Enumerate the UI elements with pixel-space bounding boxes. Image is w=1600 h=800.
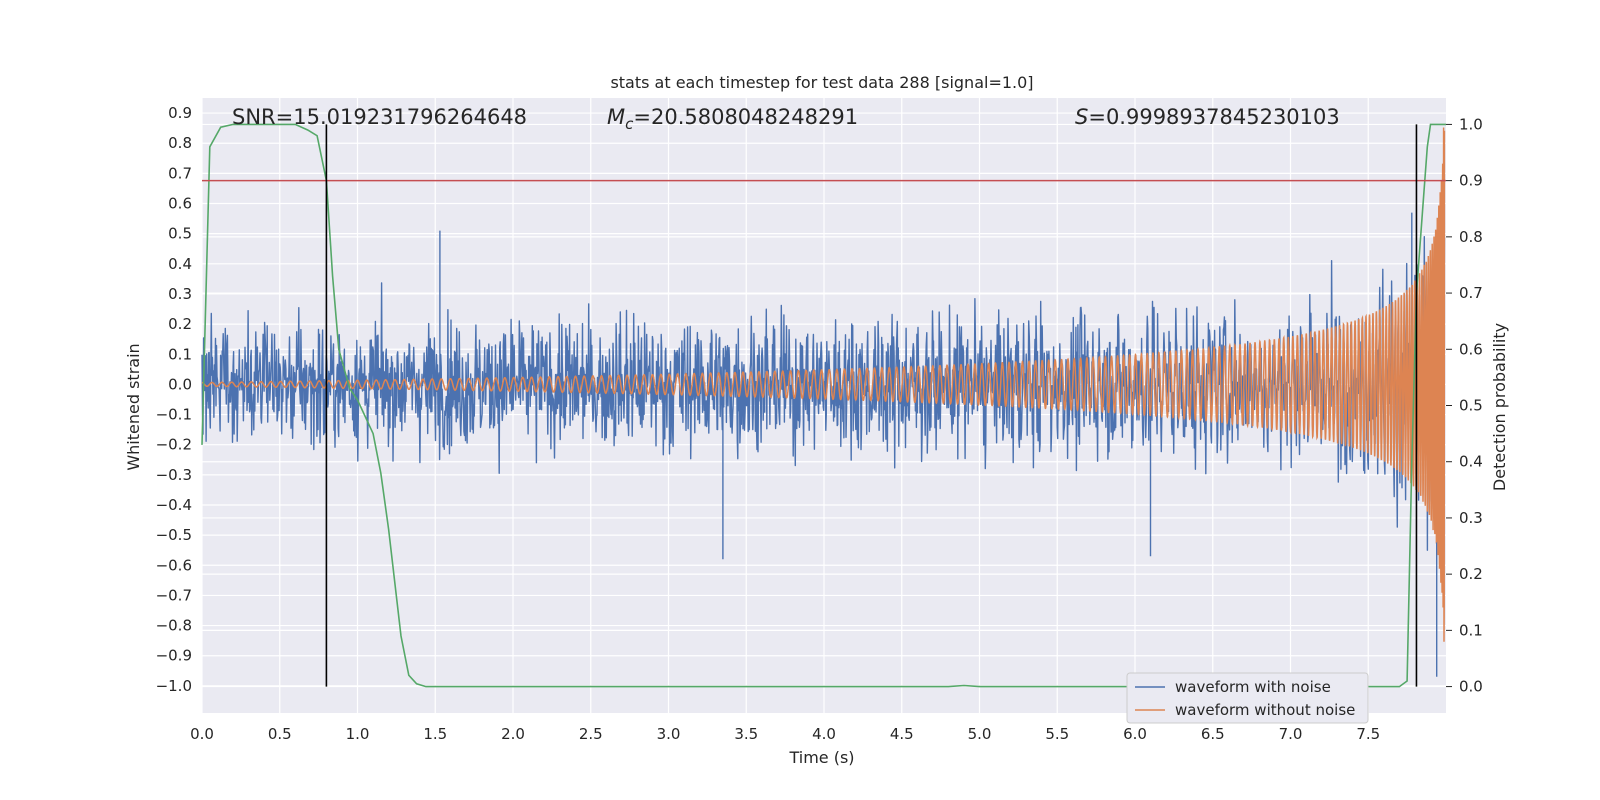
y-tick-label: 0.0 [168, 375, 192, 393]
x-tick-label: 6.0 [1123, 725, 1147, 743]
y-right-axis-ticks: 1.0 0.9 0.8 0.7 0.6 0.5 0.4 0.3 0.2 0.1 0.0 [1446, 115, 1483, 696]
y-right-tick-label: 0.4 [1459, 453, 1483, 471]
s-annotation: S=0.9998937845230103 [1075, 105, 1340, 129]
y-tick-label: −0.1 [156, 406, 192, 424]
y-right-tick-label: 0.5 [1459, 397, 1483, 415]
mc-symbol: M [607, 105, 625, 129]
x-tick-label: 6.5 [1201, 725, 1225, 743]
chart-overlays [201, 123, 1446, 688]
series-detection-probability [201, 123, 1446, 688]
series-waveform-with-noise [201, 212, 1446, 677]
y-tick-label: −0.7 [156, 586, 192, 604]
y-tick-label: 0.4 [168, 255, 192, 273]
x-tick-label: 3.5 [734, 725, 758, 743]
y-tick-label: 0.7 [168, 164, 192, 182]
y-tick-label: −0.8 [156, 617, 192, 635]
y-tick-label: 0.5 [168, 225, 192, 243]
x-axis-ticks: 0.0 0.5 1.0 1.5 2.0 2.5 3.0 3.5 4.0 4.5 5.0 5.5 6.0 6… [190, 725, 1380, 743]
x-tick-label: 0.0 [190, 725, 214, 743]
y-axis-label: Whitened strain [124, 343, 143, 470]
x-tick-label: 7.5 [1356, 725, 1380, 743]
legend-label-noise: waveform with noise [1175, 678, 1331, 696]
x-tick-label: 2.5 [579, 725, 603, 743]
y-tick-label: 0.8 [168, 134, 192, 152]
x-tick-label: 0.5 [268, 725, 292, 743]
x-tick-label: 2.0 [501, 725, 525, 743]
chart-title: stats at each timestep for test data 288… [610, 73, 1033, 92]
snr-annotation: SNR=15.019231796264648 [232, 105, 527, 129]
mc-subscript: c [625, 115, 634, 133]
x-tick-label: 5.5 [1045, 725, 1069, 743]
y-tick-label: −0.3 [156, 466, 192, 484]
y-axis-ticks: 0.9 0.8 0.7 0.6 0.5 0.4 0.3 0.2 0.1 0.0 −0.1 −0.2 −0… [156, 104, 192, 695]
legend-label-clean: waveform without noise [1175, 701, 1355, 719]
y-right-axis-label: Detection probability [1490, 323, 1509, 491]
series-waveform-without-noise [202, 127, 1446, 642]
x-tick-label: 5.0 [968, 725, 992, 743]
x-tick-label: 3.0 [657, 725, 681, 743]
y-tick-label: −0.5 [156, 526, 192, 544]
mc-value: =20.5808048248291 [633, 105, 858, 129]
legend: waveform with noise waveform without noi… [1126, 672, 1369, 724]
y-tick-label: 0.9 [168, 104, 192, 122]
y-tick-label: −0.9 [156, 647, 192, 665]
x-axis-label: Time (s) [788, 748, 854, 767]
y-tick-label: −0.6 [156, 556, 192, 574]
y-right-tick-label: 0.1 [1459, 621, 1483, 639]
y-tick-label: 0.6 [168, 195, 192, 213]
x-tick-label: 4.0 [812, 725, 836, 743]
y-right-tick-label: 0.9 [1459, 172, 1483, 190]
y-tick-label: −0.2 [156, 436, 192, 454]
y-tick-label: 0.3 [168, 285, 192, 303]
x-tick-label: 1.5 [423, 725, 447, 743]
x-tick-label: 4.5 [890, 725, 914, 743]
x-tick-label: 7.0 [1279, 725, 1303, 743]
x-tick-label: 1.0 [346, 725, 370, 743]
y-right-tick-label: 0.7 [1459, 284, 1483, 302]
y-right-tick-label: 0.0 [1459, 678, 1483, 696]
s-value: =0.9998937845230103 [1088, 105, 1339, 129]
legend-box [1126, 672, 1369, 724]
chart-marks [201, 127, 1446, 677]
y-right-tick-label: 0.8 [1459, 228, 1483, 246]
y-tick-label: 0.1 [168, 345, 192, 363]
y-right-tick-label: 0.6 [1459, 340, 1483, 358]
y-tick-label: 0.2 [168, 315, 192, 333]
mc-annotation: Mc=20.5808048248291 [607, 105, 858, 133]
y-tick-label: −1.0 [156, 677, 192, 695]
y-right-tick-label: 0.2 [1459, 565, 1483, 583]
y-right-tick-label: 1.0 [1459, 115, 1483, 133]
y-right-tick-label: 0.3 [1459, 509, 1483, 527]
y-tick-label: −0.4 [156, 496, 192, 514]
s-symbol: S [1075, 105, 1088, 129]
